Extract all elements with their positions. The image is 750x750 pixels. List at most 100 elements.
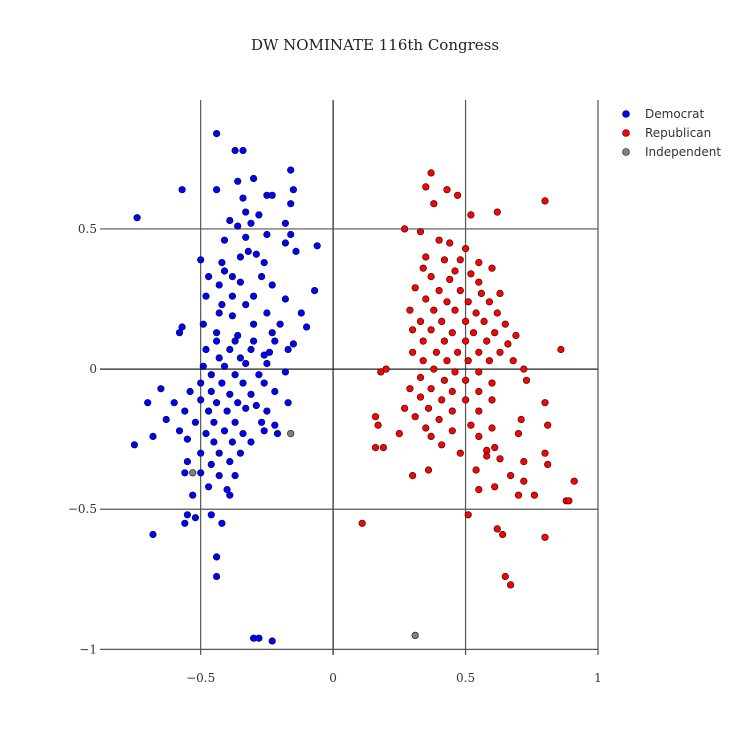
democrat-point xyxy=(197,396,205,404)
legend-item-independent[interactable]: Independent xyxy=(622,145,722,159)
democrat-point xyxy=(255,211,263,219)
democrat-point xyxy=(271,337,279,345)
republican-point xyxy=(501,320,509,328)
democrat-point xyxy=(263,309,271,317)
y-tick-label: 0.5 xyxy=(78,222,97,236)
democrat-point xyxy=(268,281,276,289)
democrat-point xyxy=(226,345,234,354)
democrat-point xyxy=(268,191,276,199)
republican-point xyxy=(374,421,382,429)
democrat-point xyxy=(228,273,236,281)
republican-point xyxy=(475,368,483,376)
legend-item-democrat[interactable]: Democrat xyxy=(622,107,705,121)
democrat-point xyxy=(242,404,250,412)
democrat-point xyxy=(183,511,191,519)
democrat-point xyxy=(226,390,234,398)
republican-point xyxy=(488,396,496,404)
democrat-point xyxy=(218,379,226,387)
democrat-point xyxy=(231,418,239,426)
republican-point xyxy=(435,287,443,295)
democrat-point xyxy=(234,222,242,230)
democrat-point xyxy=(144,399,152,407)
democrat-point xyxy=(260,259,268,267)
republican-point xyxy=(485,298,494,306)
democrat-point xyxy=(292,247,300,255)
republican-point xyxy=(483,452,491,460)
democrat-point xyxy=(287,166,295,174)
republican-point xyxy=(371,413,380,421)
democrat-point xyxy=(202,430,210,438)
democrat-point xyxy=(205,483,213,491)
republican-point xyxy=(541,533,549,541)
democrat-point xyxy=(199,362,207,370)
republican-point xyxy=(488,379,496,387)
democrat-point xyxy=(175,329,184,337)
democrat-point xyxy=(252,250,260,258)
legend-label: Independent xyxy=(645,145,721,159)
democrat-point xyxy=(213,553,221,561)
republican-point xyxy=(477,289,486,298)
republican-point xyxy=(541,449,549,457)
democrat-point xyxy=(289,340,298,348)
independent-point xyxy=(287,430,295,438)
republican-point xyxy=(456,287,464,295)
republican-point xyxy=(462,396,470,404)
republican-point xyxy=(541,399,549,407)
legend-marker xyxy=(622,148,630,156)
democrat-point xyxy=(281,368,290,376)
democrat-point xyxy=(215,472,223,480)
democrat-point xyxy=(213,572,221,581)
republican-point xyxy=(520,477,528,485)
republican-point xyxy=(448,427,456,435)
legend[interactable]: Democrat Republican Independent xyxy=(622,107,722,159)
republican-point xyxy=(517,415,525,424)
republican-point xyxy=(427,326,435,334)
republican-point xyxy=(416,373,425,382)
republican-point xyxy=(488,264,496,272)
republican-point xyxy=(512,331,520,340)
democrat-point xyxy=(197,256,205,264)
democrat-point xyxy=(242,233,250,241)
democrat-point xyxy=(303,323,311,331)
democrat-point xyxy=(239,379,247,387)
democrat-point xyxy=(178,186,186,194)
legend-item-republican[interactable]: Republican xyxy=(622,126,712,140)
republican-point xyxy=(493,208,501,216)
republican-point xyxy=(448,329,456,337)
democrat-point xyxy=(287,200,295,208)
republican-point xyxy=(440,337,449,345)
democrat-point xyxy=(215,449,223,457)
republican-point xyxy=(377,368,385,376)
democrat-point xyxy=(215,354,223,362)
republican-point xyxy=(443,298,451,306)
republican-point xyxy=(430,200,438,208)
republican-point xyxy=(409,348,417,356)
democrat-point xyxy=(255,634,263,642)
republican-point xyxy=(514,430,523,438)
democrat-point xyxy=(162,415,170,424)
republican-point xyxy=(409,472,417,480)
democrat-point xyxy=(234,399,242,407)
democrat-point xyxy=(183,458,191,466)
democrat-point xyxy=(236,278,244,286)
republican-point xyxy=(424,466,433,474)
democrat-point xyxy=(263,359,271,368)
democrat-point xyxy=(311,287,319,295)
republican-point xyxy=(438,396,446,404)
axis-ticks: −0.5 0 0.5 1 −1 −0.5 0 0.5 xyxy=(68,222,602,685)
republican-point xyxy=(454,191,462,199)
republican-point xyxy=(496,289,504,298)
democrat-point xyxy=(207,511,215,519)
democrat-point xyxy=(213,186,221,194)
democrat-point xyxy=(207,460,215,469)
democrat-point xyxy=(250,292,258,300)
independent-point xyxy=(411,631,419,640)
republican-point xyxy=(514,491,523,499)
democrat-point xyxy=(263,230,271,239)
democrat-point xyxy=(226,458,234,466)
republican-point xyxy=(488,424,496,432)
republican-point xyxy=(530,491,539,499)
republican-point xyxy=(371,444,380,452)
democrat-point xyxy=(263,407,271,415)
legend-label: Republican xyxy=(645,126,711,140)
